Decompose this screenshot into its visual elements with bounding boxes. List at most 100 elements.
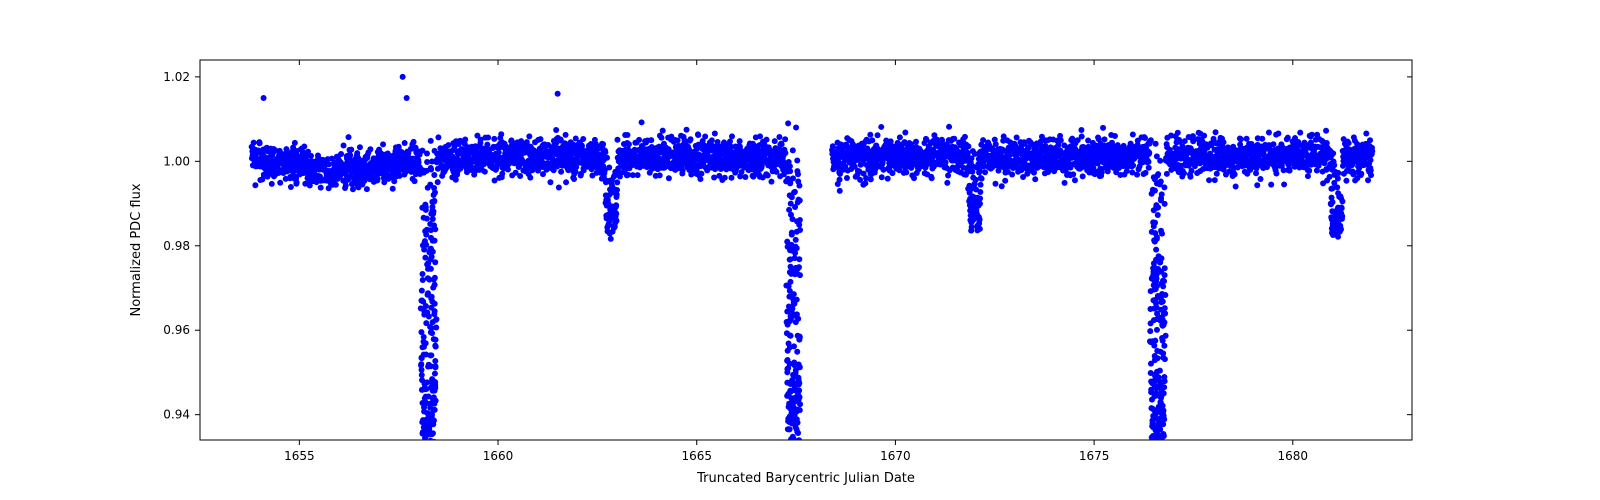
data-point [257, 140, 263, 146]
x-tick-label: 1660 [483, 449, 514, 463]
data-points [249, 74, 1376, 469]
data-point [538, 136, 544, 142]
data-point [1323, 128, 1329, 134]
data-point [606, 192, 612, 198]
data-point [426, 249, 432, 255]
data-point [435, 179, 441, 185]
data-point [790, 147, 796, 153]
data-point [1151, 317, 1157, 323]
data-point [423, 320, 429, 326]
data-point [1143, 170, 1149, 176]
data-point [788, 264, 794, 270]
y-tick-label: 1.02 [163, 70, 190, 84]
data-point [1258, 176, 1264, 182]
data-point [1343, 178, 1349, 184]
data-point [1152, 355, 1158, 361]
data-point [792, 189, 798, 195]
data-point [1330, 150, 1336, 156]
x-tick-label: 1655 [284, 449, 315, 463]
data-point [1150, 420, 1156, 426]
data-point [712, 131, 718, 137]
data-point [757, 133, 763, 139]
data-point [1161, 343, 1167, 349]
data-point [1162, 305, 1168, 311]
data-point [972, 181, 978, 187]
lightcurve-chart: 1655166016651670167516800.940.960.981.00… [0, 0, 1600, 500]
data-point [423, 242, 429, 248]
data-point [428, 352, 434, 358]
data-point [301, 143, 307, 149]
data-point [768, 179, 774, 185]
data-point [419, 288, 425, 294]
data-point [420, 277, 426, 283]
data-point [1146, 165, 1152, 171]
data-point [421, 170, 427, 176]
data-point [347, 153, 353, 159]
data-point [1268, 182, 1274, 188]
data-point [787, 269, 793, 275]
data-point [929, 175, 935, 181]
data-point [962, 134, 968, 140]
data-point [1233, 184, 1239, 190]
outlier-point [793, 125, 799, 131]
data-point [1158, 228, 1164, 234]
data-point [658, 135, 664, 141]
data-point [527, 175, 533, 181]
plot-border [200, 60, 1412, 440]
data-point [666, 175, 672, 181]
data-point [862, 180, 868, 186]
data-point [967, 196, 973, 202]
data-point [1154, 348, 1160, 354]
data-point [1147, 328, 1153, 334]
data-point [1160, 323, 1166, 329]
data-point [609, 204, 615, 210]
data-point [422, 381, 428, 387]
data-point [1148, 137, 1154, 143]
data-point [1134, 172, 1140, 178]
data-point [563, 179, 569, 185]
data-point [429, 431, 435, 437]
data-point [1333, 209, 1339, 215]
data-point [364, 186, 370, 192]
data-point [711, 175, 717, 181]
data-point [1070, 171, 1076, 177]
data-point [796, 378, 802, 384]
data-point [612, 172, 618, 178]
data-point [951, 136, 957, 142]
data-point [791, 436, 797, 442]
data-point [795, 430, 801, 436]
y-tick-label: 0.98 [163, 239, 190, 253]
data-point [428, 256, 434, 262]
data-point [1160, 415, 1166, 421]
data-point [428, 363, 434, 369]
data-point [977, 216, 983, 222]
outlier-point [400, 74, 406, 80]
data-point [796, 387, 802, 393]
data-point [318, 185, 324, 191]
data-point [969, 155, 975, 161]
data-point [422, 202, 428, 208]
x-axis-label: Truncated Barycentric Julian Date [696, 471, 915, 486]
data-point [367, 146, 373, 152]
data-point [611, 186, 617, 192]
data-point [794, 168, 800, 174]
data-point [453, 177, 459, 183]
outlier-point [404, 95, 410, 101]
data-point [967, 190, 973, 196]
data-point [1152, 407, 1158, 413]
data-point [430, 446, 436, 452]
data-point [796, 256, 802, 262]
data-point [786, 162, 792, 168]
data-point [1100, 125, 1106, 131]
data-point [556, 185, 562, 191]
data-point [797, 334, 803, 340]
data-point [785, 176, 791, 182]
data-point [785, 169, 791, 175]
data-point [868, 176, 874, 182]
data-point [432, 371, 438, 377]
data-point [421, 352, 427, 358]
data-point [639, 119, 645, 125]
data-point [977, 226, 983, 232]
data-point [789, 194, 795, 200]
data-point [903, 169, 909, 175]
